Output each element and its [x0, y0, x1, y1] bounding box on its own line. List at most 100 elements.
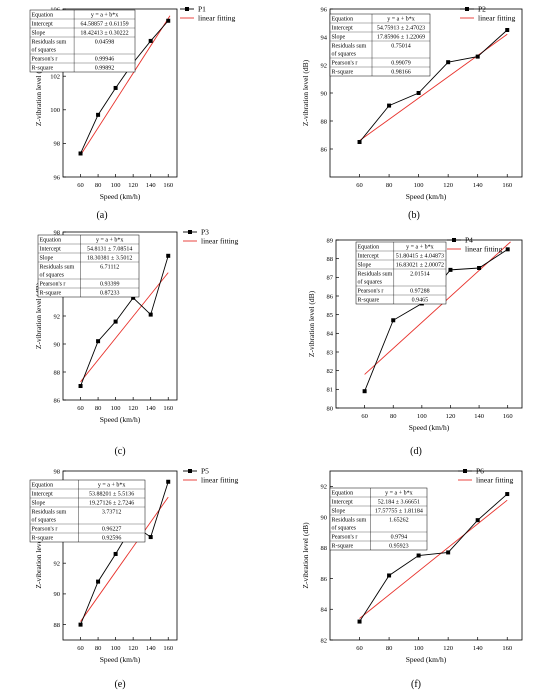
y-tick-label: 84 — [321, 607, 328, 614]
y-tick-label: 87 — [327, 275, 334, 282]
fit-table-value: 54.8131 ± 7.08514 — [87, 247, 132, 253]
series-line — [80, 255, 169, 387]
x-tick-label: 120 — [128, 405, 138, 412]
fit-line — [80, 496, 169, 622]
series-line — [80, 20, 169, 154]
x-tick-label: 140 — [146, 182, 156, 189]
fit-table-value: 19.27126 ± 2.7246 — [89, 501, 134, 507]
y-axis-label: Z-vibration level (dB) — [34, 59, 43, 126]
x-tick-label: 140 — [146, 405, 156, 412]
fit-table-param: Equation — [32, 13, 54, 19]
x-tick-label: 80 — [95, 405, 102, 412]
fit-table-param: Intercept — [332, 26, 354, 32]
x-tick-label: 160 — [503, 413, 513, 420]
fit-table: Equation y = a + b*x Intercept 53.88201 ± 5… — [29, 479, 146, 543]
panel-caption: (c) — [114, 446, 125, 457]
legend-series-marker — [463, 469, 467, 473]
data-point — [446, 60, 451, 65]
panel-caption: (e) — [114, 679, 125, 690]
y-tick-label: 102 — [50, 74, 60, 81]
chart-panel-c: 608010012014016086889092949698Speed (km/… — [34, 228, 239, 458]
x-tick-label: 160 — [502, 645, 512, 652]
fit-table-value: 1.65262 — [389, 518, 409, 524]
fit-table-param: of squares — [332, 525, 357, 532]
y-tick-label: 84 — [327, 331, 334, 338]
fit-table-value: 16.83021 ± 2.00072 — [396, 263, 444, 269]
fit-table-value: 0.9794 — [391, 535, 408, 541]
y-axis-label: Z-vibration level (dB) — [34, 522, 43, 589]
fit-table-value: 0.04598 — [95, 40, 115, 46]
data-point — [96, 112, 101, 117]
y-tick-label: 85 — [327, 312, 334, 319]
data-point — [78, 622, 83, 627]
fit-table-value: 0.99892 — [95, 66, 115, 72]
data-point — [362, 389, 367, 394]
fit-table-param: Pearson's r — [32, 527, 58, 533]
fit-table-value: 53.88201 ± 5.5136 — [89, 492, 134, 498]
fit-table-param: R-square — [332, 70, 354, 76]
data-point — [113, 551, 118, 556]
fit-table-param: of squares — [32, 47, 57, 54]
fit-table-param: Pearson's r — [358, 289, 384, 295]
y-tick-label: 86 — [321, 146, 328, 153]
x-tick-label: 120 — [446, 413, 456, 420]
data-point — [148, 312, 153, 317]
fit-table: Equation y = a + b*x Intercept 54.75913 ± 2… — [329, 13, 431, 77]
fit-table-param: Residuals sum — [332, 518, 367, 524]
legend-fit-label: linear fitting — [478, 14, 516, 23]
fit-table-param: Slope — [40, 256, 54, 262]
fit-line — [364, 241, 511, 375]
x-tick-label: 100 — [417, 413, 427, 420]
fit-table-value: 0.95923 — [389, 544, 409, 550]
y-tick-label: 92 — [54, 313, 61, 320]
fit-table-value: y = a + b*x — [406, 245, 433, 251]
x-tick-label: 80 — [386, 182, 393, 189]
fit-table-value: 6.71112 — [100, 265, 119, 271]
fit-table-value: 0.87233 — [100, 291, 120, 297]
data-point — [391, 318, 396, 323]
x-tick-label: 60 — [77, 645, 84, 652]
fit-line — [80, 15, 171, 156]
x-axis-label: Speed (km/h) — [100, 415, 141, 424]
y-tick-label: 96 — [54, 174, 61, 181]
y-tick-label: 94 — [321, 34, 328, 41]
fit-table: Equation y = a + b*x Intercept 54.8131 ± 7.… — [37, 234, 140, 298]
y-tick-label: 88 — [54, 369, 61, 376]
series-line — [359, 493, 508, 622]
x-axis-label: Speed (km/h) — [406, 192, 447, 201]
fit-table-param: Equation — [358, 245, 380, 251]
panel-caption: (b) — [408, 210, 420, 221]
fit-table-param: Intercept — [40, 247, 62, 253]
x-tick-label: 100 — [111, 645, 121, 652]
fit-table-param: Pearson's r — [332, 61, 358, 67]
y-tick-label: 98 — [54, 468, 61, 475]
y-axis-label: Z-vibration level (dB) — [34, 282, 43, 349]
x-tick-label: 60 — [361, 413, 368, 420]
data-point — [387, 103, 392, 108]
data-point — [131, 295, 136, 300]
fit-table-value: 0.75014 — [391, 44, 411, 50]
fit-table: Equation y = a + b*x Intercept 52.184 ± 3.6… — [329, 487, 428, 551]
legend-series-label: P3 — [201, 228, 209, 237]
x-tick-label: 120 — [443, 182, 453, 189]
fit-line — [80, 272, 169, 383]
x-tick-label: 160 — [163, 182, 173, 189]
fit-table-param: Slope — [332, 35, 346, 41]
fit-table-param: Residuals sum — [32, 510, 67, 516]
y-tick-label: 88 — [327, 256, 334, 263]
legend-fit-label: linear fitting — [476, 476, 514, 485]
data-point — [113, 319, 118, 324]
fit-table-value: 0.92596 — [102, 536, 122, 542]
fit-table-value: y = a + b*x — [91, 13, 118, 19]
data-point — [96, 579, 101, 584]
y-tick-label: 90 — [321, 514, 328, 521]
fit-line — [359, 499, 508, 619]
x-tick-label: 120 — [443, 645, 453, 652]
y-tick-label: 82 — [321, 637, 328, 644]
y-axis-label: Z-vibration level (dB) — [301, 59, 310, 126]
fit-table: Equation y = a + b*x Intercept 64.58857 ± 0… — [29, 9, 136, 73]
data-point — [387, 573, 392, 578]
